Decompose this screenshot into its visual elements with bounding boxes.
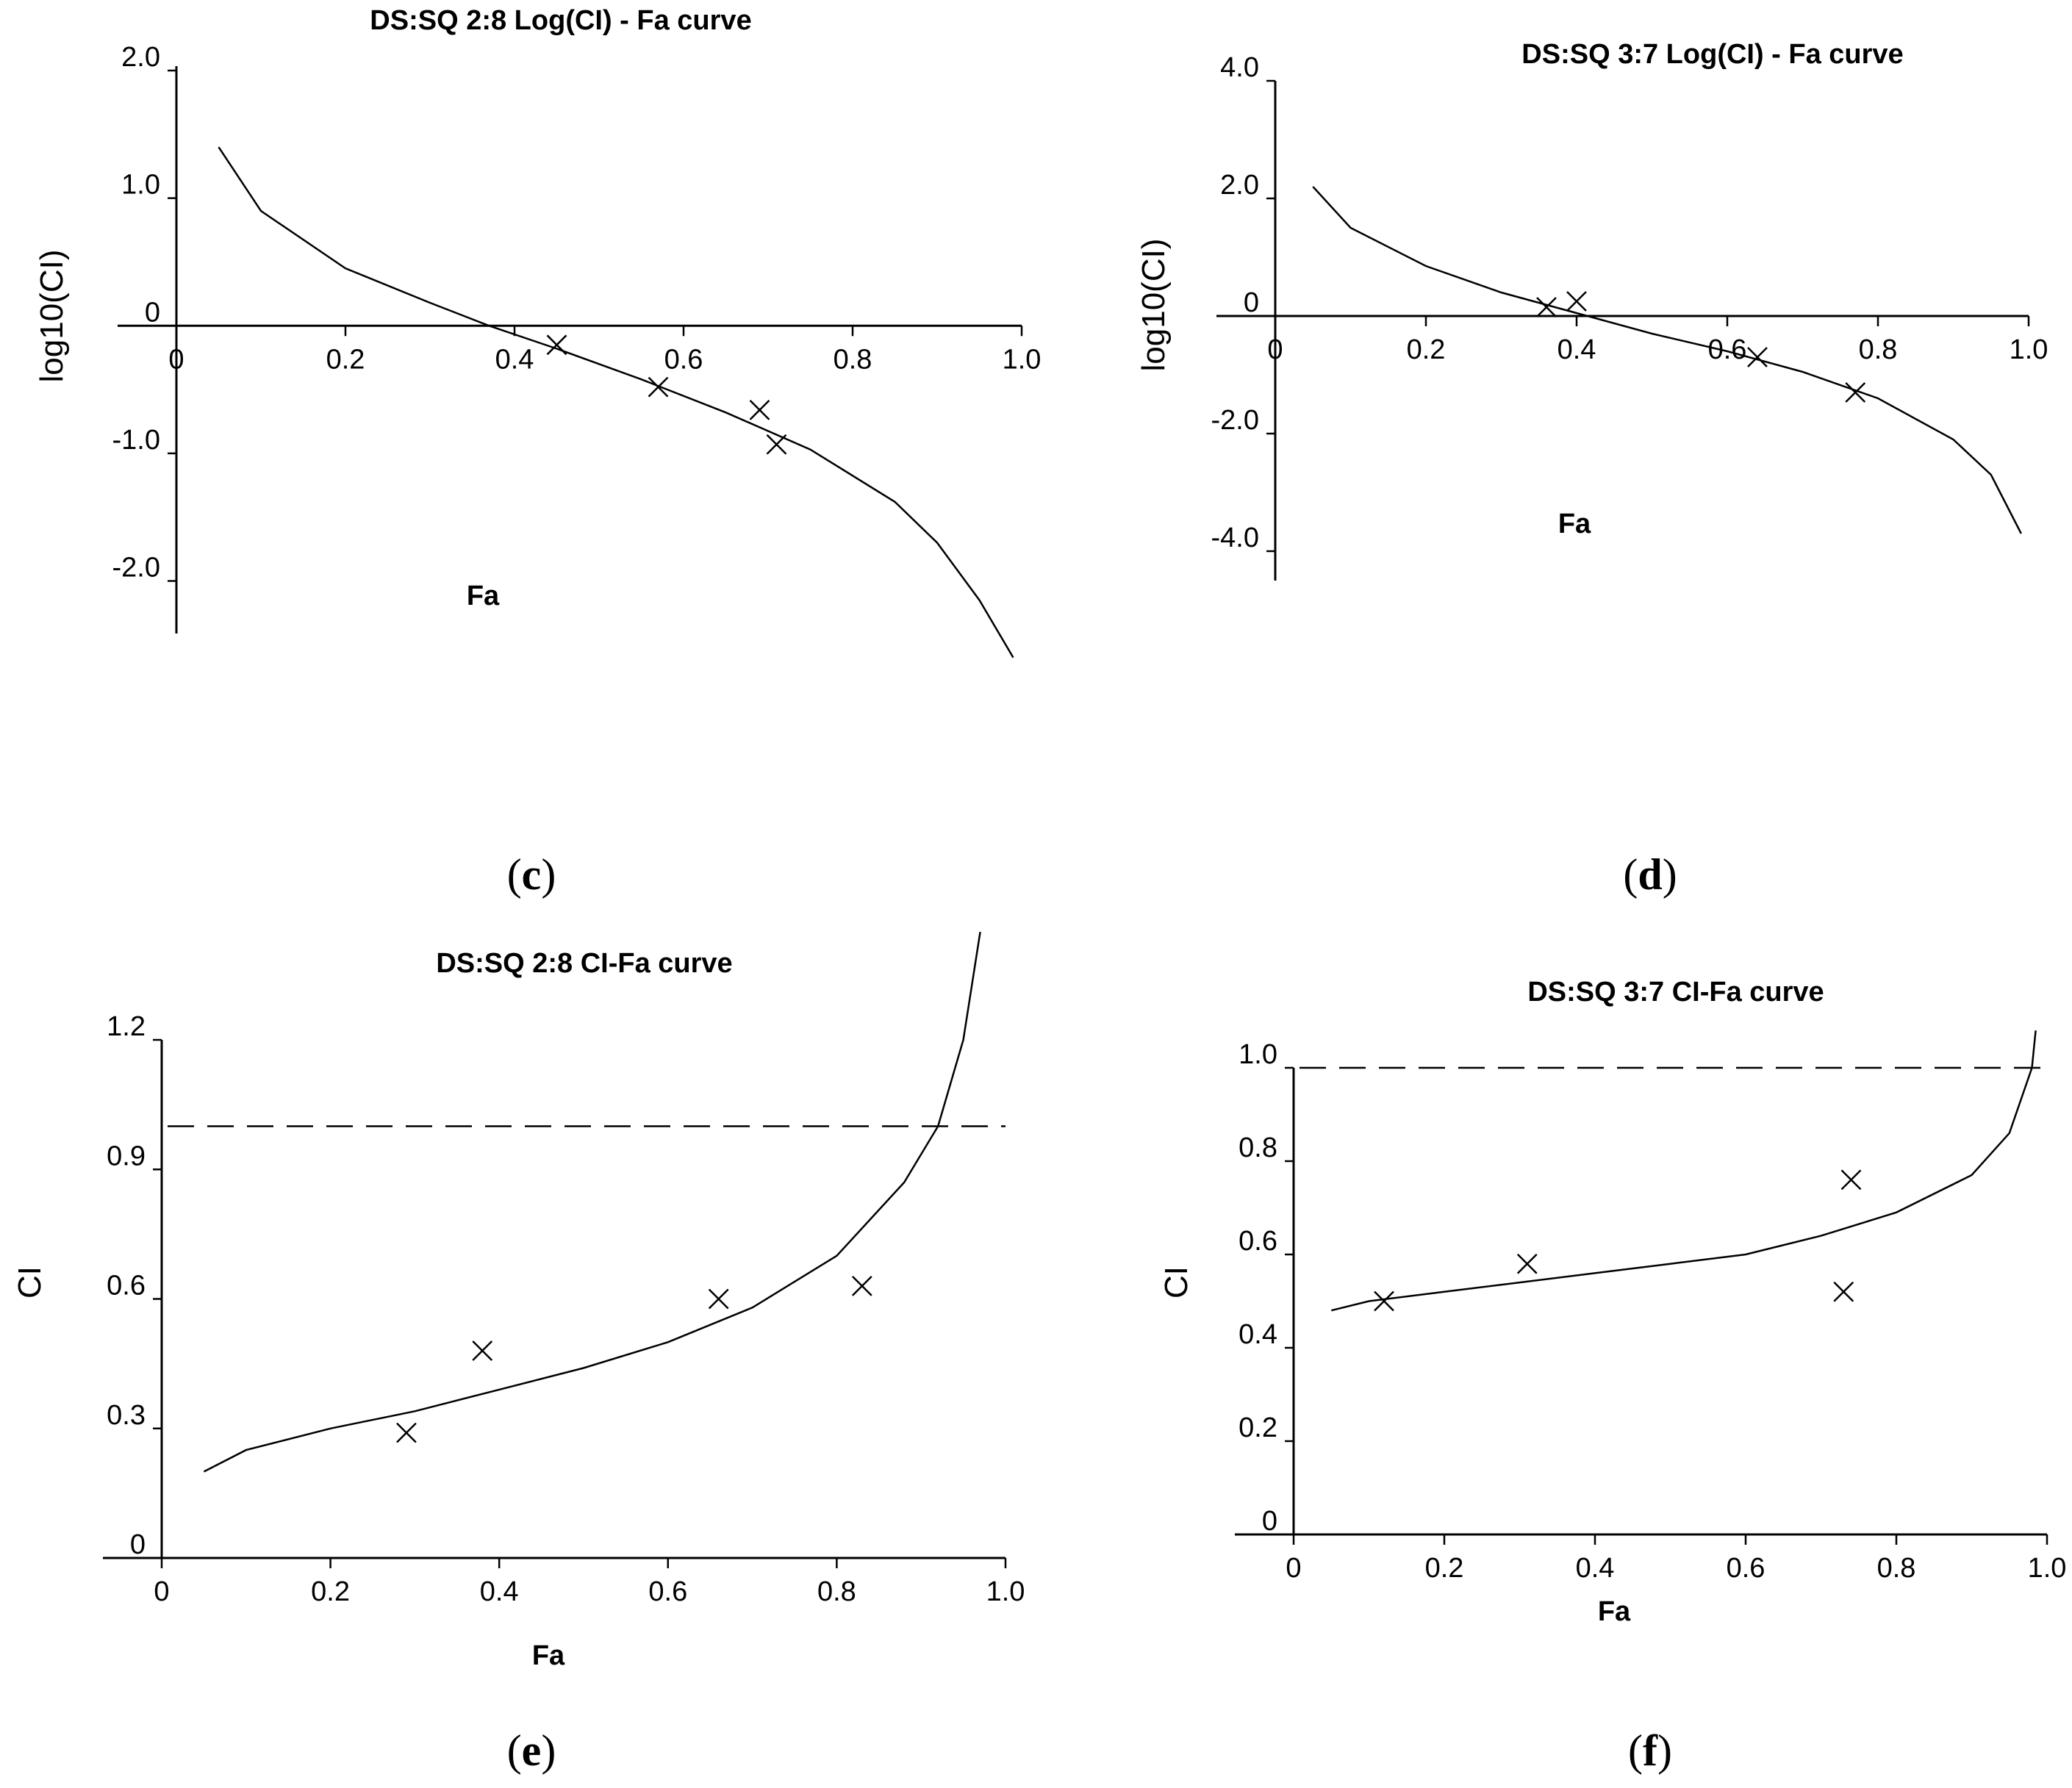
data-point-marker xyxy=(708,1288,729,1310)
y-tick-label: 0.2 xyxy=(1238,1412,1277,1443)
y-tick-label: -4.0 xyxy=(1211,523,1259,553)
y-tick-label: 2.0 xyxy=(1220,170,1259,201)
y-tick-label: 0 xyxy=(130,1529,146,1560)
x-tick-label: 0.8 xyxy=(1859,334,1898,365)
x-tick-label: 0.6 xyxy=(1708,334,1747,365)
x-tick-label: 0.2 xyxy=(311,1576,350,1607)
y-tick-label: 0.4 xyxy=(1238,1319,1277,1350)
data-point-marker xyxy=(648,376,669,398)
fitted-curve xyxy=(1330,1030,2037,1312)
panel-caption: (c) xyxy=(507,850,556,899)
y-tick-label: 0.3 xyxy=(107,1400,146,1431)
y-axis-label: CI xyxy=(1158,1266,1194,1299)
data-point-marker xyxy=(1747,347,1768,367)
x-tick-label: 0.2 xyxy=(1425,1553,1464,1584)
panel-c: DS:SQ 2:8 Log(CI) - Fa curve 0 0.2 0.4 0.6 0.… xyxy=(34,5,1041,899)
data-point-marker xyxy=(472,1340,493,1361)
data-point-marker xyxy=(396,1422,417,1443)
data-point-marker xyxy=(546,334,567,356)
x-tick-label: 1.0 xyxy=(2010,334,2048,365)
y-tick-label: -2.0 xyxy=(1211,405,1259,436)
y-axis-label: log10(CI) xyxy=(1136,239,1172,372)
panel-caption: (e) xyxy=(507,1726,556,1775)
x-tick-label: 0.8 xyxy=(1877,1553,1916,1584)
y-tick-label: 1.2 xyxy=(107,1011,146,1042)
y-tick-label: -1.0 xyxy=(112,425,160,456)
x-tick-label: 0 xyxy=(1267,334,1283,365)
x-axis-label: Fa xyxy=(532,1640,565,1671)
data-point-marker xyxy=(1840,1169,1862,1191)
y-tick-label: 2.0 xyxy=(121,42,160,73)
panel-caption: (f) xyxy=(1628,1726,1672,1775)
y-tick-label: 0.6 xyxy=(1238,1226,1277,1257)
caption-letter: e xyxy=(522,1726,542,1775)
x-tick-label: 0.8 xyxy=(817,1576,856,1607)
data-point-marker xyxy=(766,434,787,455)
x-tick-label: 0.8 xyxy=(834,344,872,375)
panel-d: DS:SQ 3:7 Log(CI) - Fa curve 0 0.2 0.4 0.6 0.… xyxy=(1136,39,2048,899)
x-tick-label: 0 xyxy=(154,1576,169,1607)
y-tick-label: 1.0 xyxy=(121,170,160,201)
panel-e: DS:SQ 2:8 CI-Fa curve 0 0.2 0.4 0.6 0.8 1.0 1.2… xyxy=(12,931,1025,1775)
data-point-marker xyxy=(1566,291,1587,312)
x-tick-label: 0.6 xyxy=(648,1576,687,1607)
caption-close: ) xyxy=(1657,1726,1672,1775)
x-tick-label: 0.4 xyxy=(495,344,534,375)
caption-letter: d xyxy=(1638,850,1662,899)
panel-caption: (d) xyxy=(1623,850,1677,899)
y-axis-label: log10(CI) xyxy=(34,250,70,383)
x-tick-label: 0.4 xyxy=(1557,334,1596,365)
fitted-curve xyxy=(1312,186,2022,534)
x-tick-label: 0 xyxy=(168,344,184,375)
x-axis-label: Fa xyxy=(1598,1596,1631,1627)
caption-open: ( xyxy=(507,850,522,899)
caption-close: ) xyxy=(541,1726,556,1775)
y-tick-label: 4.0 xyxy=(1220,52,1259,83)
data-point-marker xyxy=(851,1275,872,1296)
y-tick-label: 1.0 xyxy=(1238,1039,1277,1070)
y-axis-label: CI xyxy=(12,1266,48,1299)
data-point-marker xyxy=(1833,1281,1854,1302)
caption-open: ( xyxy=(1628,1726,1643,1775)
chart-title: DS:SQ 2:8 CI-Fa curve xyxy=(436,948,732,979)
data-point-marker xyxy=(749,399,770,420)
x-tick-label: 1.0 xyxy=(1003,344,1042,375)
x-tick-label: 0.2 xyxy=(1407,334,1446,365)
x-tick-label: 0.2 xyxy=(326,344,365,375)
caption-letter: f xyxy=(1643,1726,1658,1775)
caption-close: ) xyxy=(1663,850,1677,899)
y-tick-label: 0 xyxy=(1262,1506,1277,1537)
caption-close: ) xyxy=(541,850,556,899)
fitted-curve xyxy=(218,146,1014,658)
x-tick-label: 0.6 xyxy=(1727,1553,1765,1584)
data-point-marker xyxy=(1845,382,1866,403)
y-tick-label: 0 xyxy=(1244,287,1259,318)
y-tick-label: 0 xyxy=(145,297,160,328)
chart-title: DS:SQ 3:7 Log(CI) - Fa curve xyxy=(1521,39,1903,70)
x-tick-label: 0.4 xyxy=(1576,1553,1615,1584)
y-tick-label: -2.0 xyxy=(112,553,160,584)
data-point-marker xyxy=(1516,1253,1538,1274)
x-tick-label: 1.0 xyxy=(2028,1553,2067,1584)
chart-title: DS:SQ 2:8 Log(CI) - Fa curve xyxy=(370,5,751,36)
x-axis-label: Fa xyxy=(467,581,500,611)
panel-f: DS:SQ 3:7 CI-Fa curve 0 0.2 0.4 0.6 0.8 1.0 1.0… xyxy=(1158,977,2066,1775)
y-tick-label: 0.8 xyxy=(1238,1132,1277,1163)
chart-title: DS:SQ 3:7 CI-Fa curve xyxy=(1527,977,1824,1008)
x-axis-label: Fa xyxy=(1558,509,1591,539)
x-tick-label: 0.4 xyxy=(480,1576,519,1607)
y-tick-label: 0.9 xyxy=(107,1141,146,1171)
data-point-marker xyxy=(1374,1290,1394,1312)
fitted-curve xyxy=(203,931,981,1473)
x-tick-label: 1.0 xyxy=(986,1576,1025,1607)
caption-letter: c xyxy=(522,850,542,899)
caption-open: ( xyxy=(1623,850,1638,899)
x-tick-label: 0 xyxy=(1286,1553,1301,1584)
x-tick-label: 0.6 xyxy=(664,344,703,375)
y-tick-label: 0.6 xyxy=(107,1271,146,1301)
data-point-marker xyxy=(1536,297,1557,317)
caption-open: ( xyxy=(507,1726,522,1775)
